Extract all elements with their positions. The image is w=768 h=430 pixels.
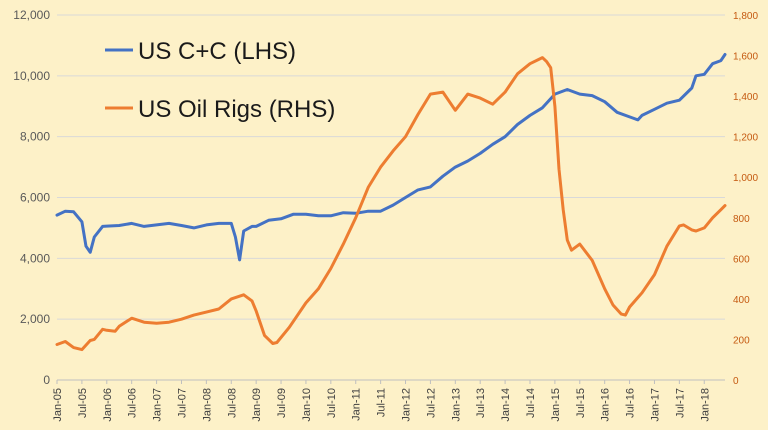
y-left-tick-label: 12,000	[13, 8, 50, 22]
x-tick-label: Jul-13	[475, 388, 487, 418]
x-tick-label: Jul-10	[326, 388, 338, 418]
y-right-tick-label: 1,000	[733, 173, 758, 184]
y-left-tick-label: 6,000	[20, 191, 50, 205]
y-right-tick-label: 400	[733, 295, 750, 306]
x-tick-label: Jul-16	[625, 388, 637, 418]
y-right-tick-label: 800	[733, 214, 750, 225]
y-right-tick-label: 1,600	[733, 52, 758, 63]
y-right-tick-label: 1,800	[733, 11, 758, 22]
x-tick-label: Jul-07	[176, 388, 188, 418]
y-right-tick-label: 0	[733, 376, 739, 387]
x-tick-label: Jan-06	[102, 388, 114, 422]
x-tick-label: Jan-17	[649, 388, 661, 422]
y-left-tick-label: 8,000	[20, 130, 50, 144]
legend-label: US C+C (LHS)	[138, 38, 296, 65]
x-tick-label: Jul-15	[575, 388, 587, 418]
x-tick-label: Jul-05	[77, 388, 89, 418]
y-right-tick-label: 200	[733, 335, 750, 346]
x-tick-label: Jul-08	[226, 388, 238, 418]
x-tick-label: Jul-11	[376, 388, 388, 417]
y-right-tick-label: 1,400	[733, 92, 758, 103]
x-tick-label: Jul-12	[425, 388, 437, 418]
x-tick-label: Jan-08	[201, 388, 213, 422]
x-tick-label: Jan-09	[251, 388, 263, 422]
series-line-us-crude	[55, 53, 727, 262]
x-tick-label: Jan-11	[351, 388, 363, 421]
x-tick-label: Jan-05	[52, 388, 64, 422]
x-tick-label: Jan-12	[401, 388, 413, 422]
x-tick-label: Jan-10	[301, 388, 313, 422]
x-tick-label: Jan-18	[699, 388, 711, 422]
y-left-tick-label: 0	[43, 373, 50, 387]
y-left-tick-label: 4,000	[20, 251, 50, 265]
x-tick-label: Jul-09	[276, 388, 288, 418]
x-tick-label: Jan-14	[500, 388, 512, 422]
x-tick-label: Jan-16	[600, 388, 612, 422]
x-tick-label: Jan-07	[152, 388, 164, 422]
x-tick-label: Jul-17	[674, 388, 686, 418]
x-tick-label: Jan-15	[550, 388, 562, 422]
x-tick-label: Jan-13	[450, 388, 462, 422]
y-right-tick-label: 1,200	[733, 133, 758, 144]
x-tick-label: Jul-06	[127, 388, 139, 418]
y-right-tick-label: 600	[733, 254, 750, 265]
y-left-tick-label: 2,000	[20, 312, 50, 326]
legend-label: US Oil Rigs (RHS)	[138, 96, 335, 123]
series-line-us-oil-rigs	[55, 56, 727, 352]
y-left-tick-label: 10,000	[13, 69, 50, 83]
x-tick-label: Jul-14	[525, 388, 537, 418]
